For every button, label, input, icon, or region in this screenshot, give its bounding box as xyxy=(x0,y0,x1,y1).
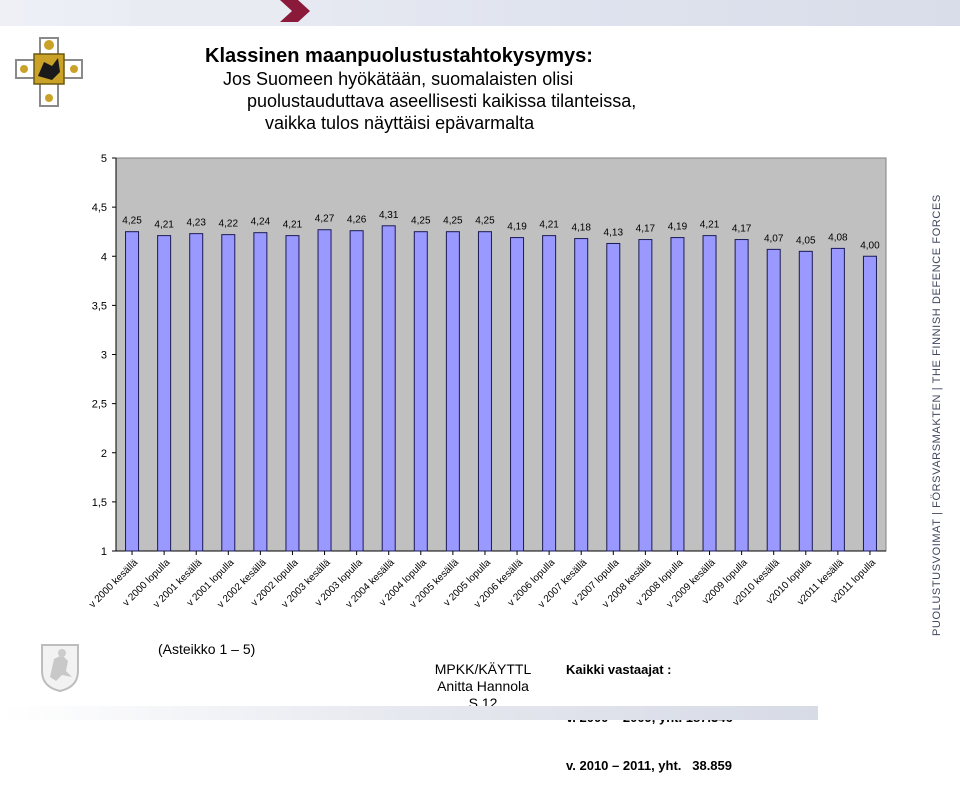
title-line-3: puolustauduttava aseellisesti kaikissa t… xyxy=(247,91,637,111)
data-label: 4,21 xyxy=(700,220,720,231)
title-line-2: Jos Suomeen hyökätään, suomalaisten olis… xyxy=(223,69,574,89)
y-tick-label: 5 xyxy=(101,153,107,165)
data-label: 4,21 xyxy=(283,220,303,231)
bar xyxy=(830,247,845,552)
data-label: 4,25 xyxy=(475,216,495,227)
bar xyxy=(445,231,460,552)
bar xyxy=(734,239,749,552)
y-tick-label: 1,5 xyxy=(92,497,107,509)
bar xyxy=(125,231,140,552)
bar xyxy=(798,250,813,552)
bar xyxy=(253,232,268,552)
bar xyxy=(381,225,396,552)
scale-note: (Asteikko 1 – 5) xyxy=(158,641,256,657)
bar xyxy=(510,237,525,552)
data-label: 4,19 xyxy=(507,222,527,233)
bar xyxy=(702,235,717,552)
crest-icon xyxy=(15,37,83,107)
bar xyxy=(157,235,172,552)
vertical-branding: PUOLUSTUSVOIMAT | FÖRSVARSMAKTEN | THE F… xyxy=(931,194,943,636)
data-label: 4,17 xyxy=(732,224,752,235)
y-tick-label: 2 xyxy=(101,448,107,460)
bar xyxy=(670,237,685,552)
bar xyxy=(766,248,781,552)
bar xyxy=(189,233,204,552)
data-label: 4,27 xyxy=(315,214,335,225)
data-label: 4,21 xyxy=(154,220,174,231)
bar xyxy=(477,231,492,552)
data-label: 4,22 xyxy=(219,219,239,230)
plot-area xyxy=(115,157,887,552)
data-label: 4,26 xyxy=(347,215,367,226)
data-label: 4,18 xyxy=(571,223,591,234)
y-tick-label: 2,5 xyxy=(92,399,107,411)
chart-title: Klassinen maanpuolustustahtokysymys: Jos… xyxy=(205,44,925,134)
data-label: 4,25 xyxy=(122,216,142,227)
title-line-4: vaikka tulos näyttäisi epävarmalta xyxy=(265,113,535,133)
data-label: 4,21 xyxy=(539,220,559,231)
org-name: MPKK/KÄYTTL xyxy=(434,661,532,677)
data-label: 4,25 xyxy=(411,216,431,227)
data-label: 4,17 xyxy=(636,224,656,235)
bottom-decor-band xyxy=(0,706,818,720)
data-label: 4,23 xyxy=(186,218,206,229)
bar xyxy=(285,235,300,552)
y-tick-label: 1 xyxy=(101,546,107,558)
y-tick-label: 3 xyxy=(101,350,107,362)
data-label: 4,31 xyxy=(379,210,399,221)
title-line-1: Klassinen maanpuolustustahtokysymys: xyxy=(205,45,593,67)
totals-title: Kaikki vastaajat : xyxy=(566,662,672,677)
bar xyxy=(542,235,557,552)
bar xyxy=(606,242,621,552)
bar xyxy=(638,239,653,552)
lion-emblem-icon xyxy=(41,644,79,693)
bar xyxy=(221,234,236,552)
data-label: 4,24 xyxy=(251,217,271,228)
bar xyxy=(574,238,589,552)
y-tick-label: 4,5 xyxy=(92,202,107,214)
arrow-icon xyxy=(130,0,310,26)
bar xyxy=(413,231,428,552)
data-label: 4,25 xyxy=(443,216,463,227)
footer-org: MPKK/KÄYTTL Anitta Hannola S.12 xyxy=(418,661,548,712)
data-label: 4,07 xyxy=(764,233,784,244)
y-tick-label: 3,5 xyxy=(92,300,107,312)
data-label: 4,05 xyxy=(796,235,816,246)
bar xyxy=(317,229,332,552)
data-label: 4,00 xyxy=(860,240,880,251)
y-tick-label: 4 xyxy=(101,251,107,263)
data-label: 4,08 xyxy=(828,232,848,243)
data-label: 4,19 xyxy=(668,222,688,233)
bar xyxy=(349,230,364,552)
bar-chart: 11,522,533,544,554,25v 2000 kesällä4,21v… xyxy=(87,153,887,610)
data-label: 4,13 xyxy=(604,227,624,238)
bar xyxy=(862,255,877,552)
author-name: Anitta Hannola xyxy=(437,678,529,694)
totals-line-2: v. 2010 – 2011, yht. 38.859 xyxy=(566,758,732,773)
